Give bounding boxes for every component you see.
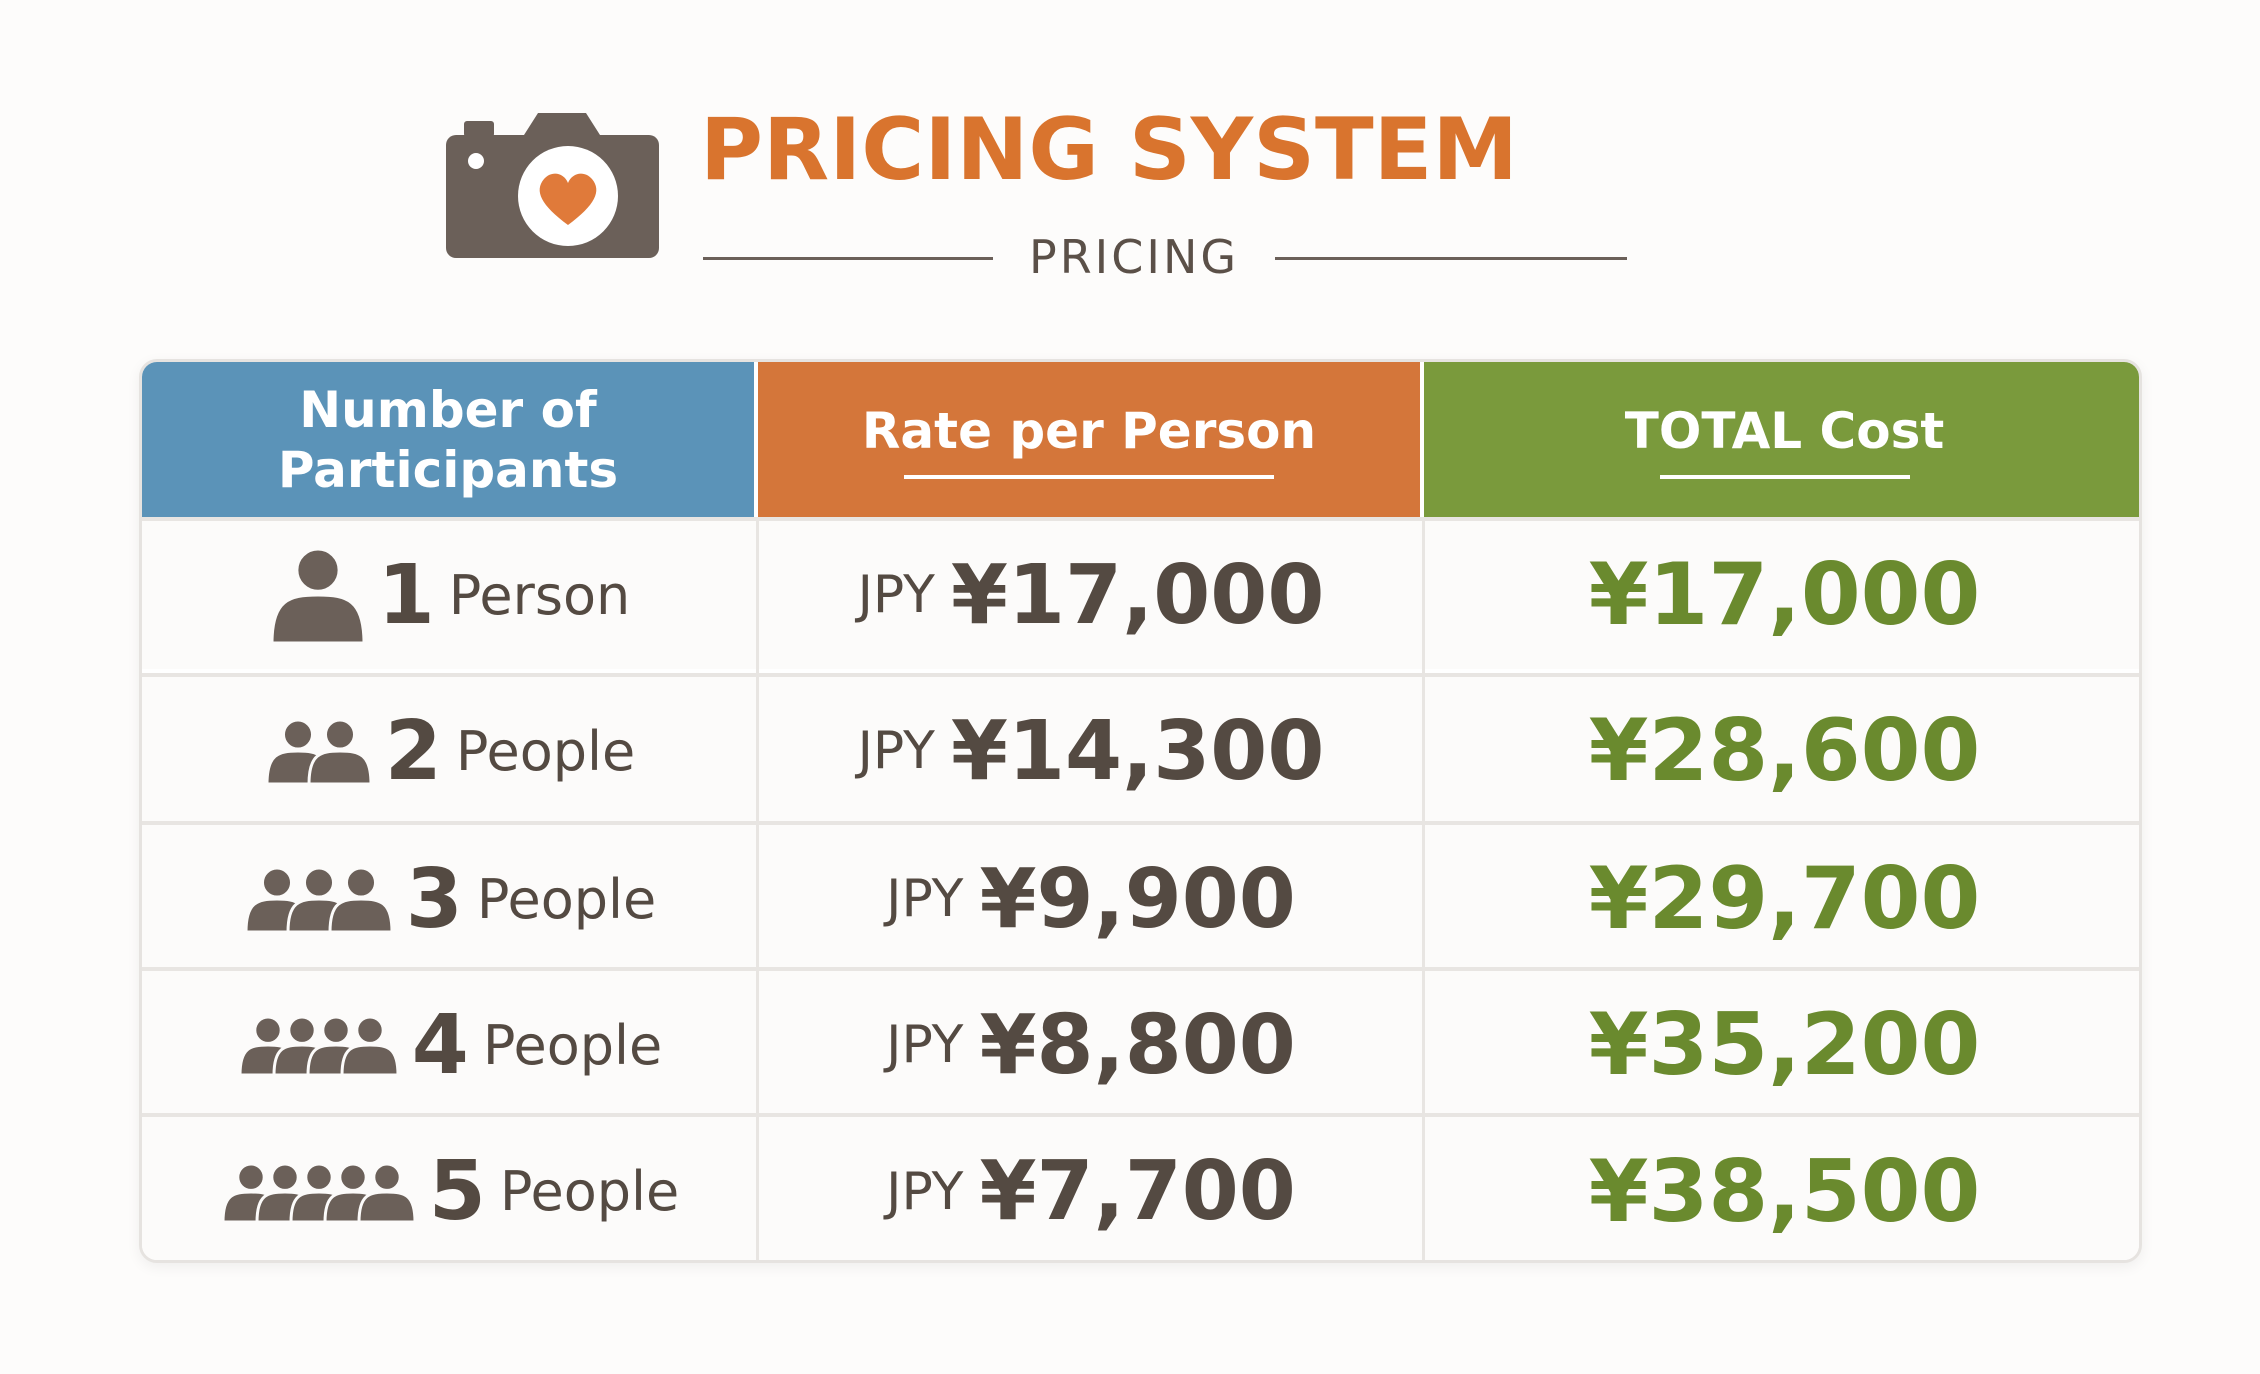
title: PRICING SYSTEM: [700, 100, 1519, 200]
participant-unit: People: [499, 1160, 680, 1223]
participants-cell: 5 People: [142, 1117, 758, 1260]
participant-count: 1: [377, 547, 435, 643]
total-cell: ¥29,700: [1424, 825, 2139, 973]
subtitle: PRICING: [1028, 230, 1239, 284]
column-header: TOTAL Cost: [1424, 362, 2139, 517]
rate-value: ¥14,300: [950, 703, 1325, 799]
table-row: 1 Person JPY ¥17,000 ¥17,000: [142, 517, 2139, 669]
participant-count: 4: [411, 997, 469, 1093]
rate-cell: JPY ¥14,300: [758, 677, 1424, 825]
table-row: 4 People JPY ¥8,800 ¥35,200: [142, 967, 2139, 1119]
header-underline: [1659, 474, 1910, 479]
people-icon: [244, 866, 394, 932]
table-row: 3 People JPY ¥9,900 ¥29,700: [142, 821, 2139, 973]
rate-value: ¥7,700: [979, 1144, 1296, 1239]
participant-unit: People: [482, 1013, 663, 1077]
participant-unit: Person: [448, 563, 631, 627]
column-header: Number of Participants: [142, 362, 754, 517]
column-divider: [756, 517, 759, 1260]
column-divider: [1422, 517, 1425, 1260]
currency-label: JPY: [886, 1015, 964, 1075]
participants-cell: 1 Person: [142, 521, 758, 669]
people-icon: [265, 718, 373, 784]
participants-cell: 3 People: [142, 825, 758, 973]
column-header-text: Number of Participants: [277, 380, 619, 499]
people-icon: [238, 1015, 400, 1075]
currency-label: JPY: [857, 721, 935, 781]
divider: [703, 257, 993, 260]
total-value: ¥38,500: [1588, 1141, 1981, 1242]
people-icon: [221, 1162, 417, 1222]
column-header: Rate per Person: [758, 362, 1420, 517]
participants-cell: 2 People: [142, 677, 758, 825]
participant-count: 5: [428, 1144, 486, 1239]
table-row: 5 People JPY ¥7,700 ¥38,500: [142, 1113, 2139, 1260]
participants-cell: 4 People: [142, 971, 758, 1119]
participant-unit: People: [455, 719, 636, 783]
rate-cell: JPY ¥7,700: [758, 1117, 1424, 1260]
column-header-text: Rate per Person: [861, 401, 1317, 460]
people-icon: [270, 547, 366, 643]
divider: [1275, 257, 1627, 260]
total-value: ¥29,700: [1588, 849, 1981, 949]
currency-label: JPY: [857, 565, 935, 625]
rate-value: ¥17,000: [950, 547, 1325, 643]
total-value: ¥28,600: [1588, 701, 1981, 801]
total-cell: ¥35,200: [1424, 971, 2139, 1119]
participant-count: 2: [384, 703, 442, 799]
table-row: 2 People JPY ¥14,300 ¥28,600: [142, 673, 2139, 825]
total-value: ¥17,000: [1588, 545, 1981, 645]
rate-cell: JPY ¥17,000: [758, 521, 1424, 669]
participant-count: 3: [405, 851, 463, 947]
rate-cell: JPY ¥9,900: [758, 825, 1424, 973]
camera-icon: [446, 113, 659, 258]
rate-cell: JPY ¥8,800: [758, 971, 1424, 1119]
rate-value: ¥8,800: [979, 997, 1296, 1093]
currency-label: JPY: [886, 869, 964, 929]
header-underline: [904, 474, 1274, 479]
column-header-text: TOTAL Cost: [1624, 401, 1945, 460]
total-value: ¥35,200: [1588, 995, 1981, 1095]
total-cell: ¥38,500: [1424, 1117, 2139, 1260]
rate-value: ¥9,900: [979, 851, 1296, 947]
total-cell: ¥28,600: [1424, 677, 2139, 825]
pricing-table: Number of Participants Rate per Person TOT…: [139, 359, 2142, 1263]
currency-label: JPY: [886, 1161, 964, 1222]
participant-unit: People: [476, 867, 657, 931]
total-cell: ¥17,000: [1424, 521, 2139, 669]
